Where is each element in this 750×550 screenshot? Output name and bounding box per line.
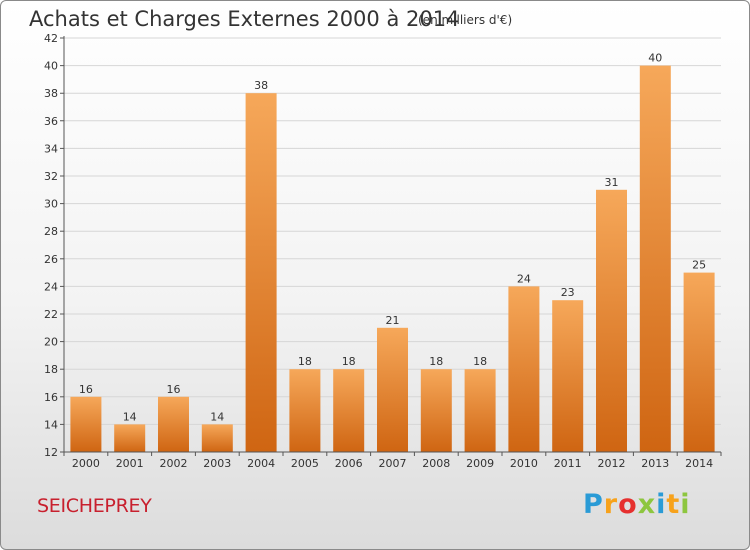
bar xyxy=(245,93,277,452)
y-tick-label: 34 xyxy=(44,142,58,155)
x-tick-label: 2012 xyxy=(598,457,626,470)
bar xyxy=(508,286,540,452)
bar xyxy=(552,300,584,452)
y-tick-label: 24 xyxy=(44,280,58,293)
bar xyxy=(158,396,189,452)
x-tick-label: 2008 xyxy=(422,457,450,470)
bar xyxy=(639,65,671,452)
x-tick-label: 2002 xyxy=(160,457,188,470)
data-label: 18 xyxy=(473,355,487,368)
data-label: 21 xyxy=(386,314,400,327)
data-label: 40 xyxy=(648,52,662,65)
data-label: 18 xyxy=(342,355,356,368)
logo-letter: P xyxy=(583,489,604,520)
bars xyxy=(70,65,715,453)
y-tick-label: 18 xyxy=(44,363,58,376)
commune-name: SEICHEPREY xyxy=(37,495,152,517)
x-tick-label: 2003 xyxy=(203,457,231,470)
y-tick-label: 38 xyxy=(44,87,58,100)
y-tick-label: 26 xyxy=(44,253,58,266)
bar xyxy=(333,369,365,452)
bar xyxy=(596,189,627,453)
data-label: 25 xyxy=(692,259,706,272)
y-tick-label: 20 xyxy=(44,336,58,349)
x-tick-label: 2000 xyxy=(72,457,100,470)
y-tick-label: 40 xyxy=(44,60,58,73)
logo-letter: i xyxy=(680,489,691,520)
data-label: 16 xyxy=(167,383,181,396)
data-label: 31 xyxy=(605,176,619,189)
labels: 12 14 16 18 20 22 24 26 28 30 32 34 36 38 40 42 16 2000 14… xyxy=(44,32,713,470)
data-label: 18 xyxy=(429,355,443,368)
data-label: 18 xyxy=(298,355,312,368)
bar xyxy=(464,369,496,452)
logo-letter: i xyxy=(656,489,667,520)
x-tick-label: 2009 xyxy=(466,457,494,470)
data-label: 14 xyxy=(210,410,224,423)
chart-subtitle: (en milliers d'€) xyxy=(418,13,513,27)
bar xyxy=(70,396,102,452)
y-tick-label: 32 xyxy=(44,170,58,183)
data-label: 14 xyxy=(123,410,137,423)
x-tick-label: 2001 xyxy=(116,457,144,470)
bar xyxy=(114,424,146,452)
axes xyxy=(60,36,722,456)
y-tick-label: 42 xyxy=(44,32,58,45)
logo-letter: r xyxy=(603,489,619,520)
data-label: 38 xyxy=(254,79,268,92)
x-tick-label: 2005 xyxy=(291,457,319,470)
data-label: 16 xyxy=(79,383,93,396)
x-tick-label: 2006 xyxy=(335,457,363,470)
logo-letter: t xyxy=(666,489,681,520)
y-tick-label: 12 xyxy=(44,446,58,459)
data-label: 24 xyxy=(517,272,531,285)
y-tick-label: 14 xyxy=(44,418,58,431)
bar xyxy=(201,424,233,452)
bar xyxy=(683,272,715,452)
chart-title: Achats et Charges Externes 2000 à 2014 xyxy=(29,7,460,31)
bar xyxy=(289,369,321,452)
logo-letter: o xyxy=(618,489,638,520)
y-tick-label: 30 xyxy=(44,198,58,211)
x-tick-label: 2014 xyxy=(685,457,713,470)
bar xyxy=(377,327,408,452)
y-tick-label: 28 xyxy=(44,225,58,238)
logo-letter: x xyxy=(637,489,657,520)
y-tick-label: 16 xyxy=(44,391,58,404)
x-tick-label: 2007 xyxy=(379,457,407,470)
proxiti-logo: Proxiti xyxy=(583,489,691,520)
y-tick-label: 22 xyxy=(44,308,58,321)
data-label: 23 xyxy=(561,286,575,299)
x-tick-label: 2010 xyxy=(510,457,538,470)
x-tick-label: 2013 xyxy=(641,457,669,470)
x-tick-label: 2011 xyxy=(554,457,582,470)
bar xyxy=(420,369,452,452)
y-tick-label: 36 xyxy=(44,115,58,128)
x-tick-label: 2004 xyxy=(247,457,275,470)
